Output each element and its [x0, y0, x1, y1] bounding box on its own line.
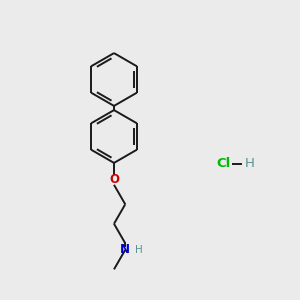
Text: O: O — [109, 173, 119, 186]
Text: N: N — [120, 243, 130, 256]
Text: H: H — [244, 157, 254, 170]
Text: Cl: Cl — [216, 157, 230, 170]
Text: H: H — [135, 245, 142, 255]
